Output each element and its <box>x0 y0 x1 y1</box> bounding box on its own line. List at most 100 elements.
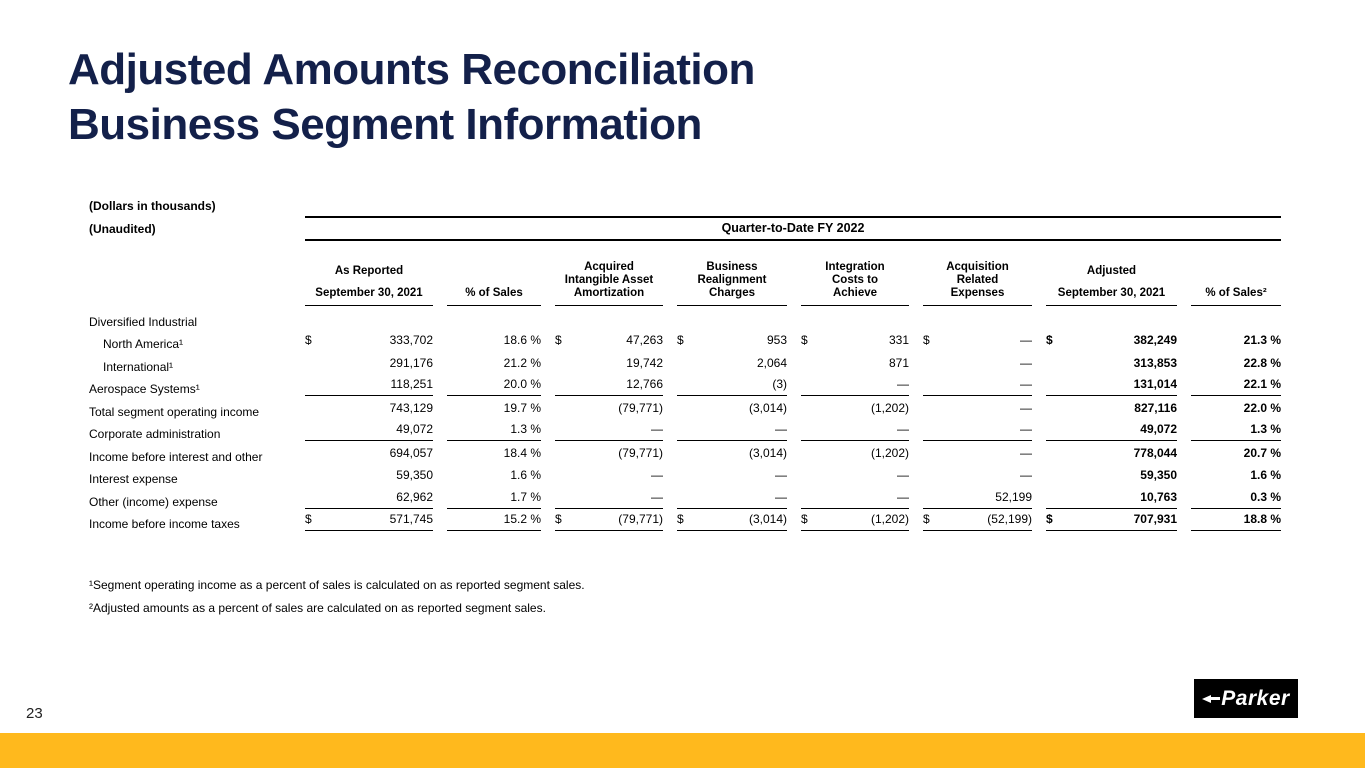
value-cell: $382,249 <box>1032 329 1177 352</box>
period-cell: Quarter-to-Date FY 2022 <box>305 195 1281 241</box>
cell-value: 131,014 <box>1133 377 1177 391</box>
cell-value: — <box>775 468 787 482</box>
cell-value: — <box>1020 355 1032 370</box>
cell-value: 21.3 % <box>1243 333 1281 347</box>
column-header-line: Integration <box>825 261 885 273</box>
currency-symbol: $ <box>555 512 562 526</box>
column-header: Adjusted September 30, 2021 <box>1032 241 1177 306</box>
table-notes: (Dollars in thousands) (Unaudited) <box>89 195 305 241</box>
footnotes: ¹Segment operating income as a percent o… <box>89 574 585 620</box>
value-cell: 20.0 % <box>433 374 541 396</box>
cell-value: 20.7 % <box>1243 445 1281 460</box>
cell-value: 0.3 % <box>1250 489 1281 504</box>
value-cell: 21.2 % <box>433 351 541 374</box>
cell-value: 1.6 % <box>510 468 541 482</box>
cell-value: 22.0 % <box>1243 400 1281 415</box>
value-cell: 118,251 <box>305 374 433 396</box>
cell-value: — <box>775 489 787 504</box>
value-cell <box>541 306 663 329</box>
value-cell: — <box>909 419 1032 441</box>
cell-value: — <box>1020 377 1032 391</box>
value-cell: (3) <box>663 374 787 396</box>
cell-value: — <box>1020 468 1032 482</box>
cell-value: (3,014) <box>748 512 787 526</box>
cell-value: 571,745 <box>389 512 433 526</box>
value-cell: 1.6 % <box>433 464 541 487</box>
cell-value: (3,014) <box>748 445 787 460</box>
value-cell: $ (1,202) <box>787 509 909 531</box>
column-header: Business Realignment Charges <box>663 241 787 306</box>
value-cell: $ — <box>909 329 1032 352</box>
table-row: Diversified Industrial <box>89 306 1281 329</box>
value-cell: $571,745 <box>305 509 433 531</box>
row-label: Income before interest and other <box>89 449 263 464</box>
value-cell: — <box>663 486 787 509</box>
cell-value: 12,766 <box>626 377 663 391</box>
value-cell: 15.2 % <box>433 509 541 531</box>
value-cell <box>433 306 541 329</box>
row-label: Interest expense <box>89 472 178 486</box>
value-cell: 1.3 % <box>1177 419 1281 441</box>
table-row: North America¹ $333,702 18.6 % $47,263 $953 $… <box>89 329 1281 352</box>
cell-value: 2,064 <box>756 355 787 370</box>
row-label: Corporate administration <box>89 427 221 441</box>
cell-value: 778,044 <box>1133 445 1177 460</box>
cell-value: 19.7 % <box>503 400 541 415</box>
cell-value: (3,014) <box>748 400 787 415</box>
cell-value: 59,350 <box>396 468 433 482</box>
value-cell: 22.0 % <box>1177 396 1281 419</box>
cell-value: 743,129 <box>389 400 433 415</box>
table-body: Diversified Industrial North America¹ $333… <box>89 306 1281 531</box>
column-header-line: % of Sales <box>465 287 523 299</box>
currency-symbol: $ <box>305 333 312 347</box>
value-cell: — <box>541 486 663 509</box>
value-cell: — <box>909 396 1032 419</box>
cell-value: (1,202) <box>870 512 909 526</box>
value-cell: 827,116 <box>1032 396 1177 419</box>
value-cell: 19.7 % <box>433 396 541 419</box>
title-line-1: Adjusted Amounts Reconciliation <box>68 45 755 94</box>
cell-value: 52,199 <box>995 489 1032 504</box>
cell-value: 22.1 % <box>1243 377 1281 391</box>
footnote-2: ²Adjusted amounts as a percent of sales … <box>89 601 546 615</box>
value-cell: 59,350 <box>1032 464 1177 487</box>
cell-value: 49,072 <box>396 422 433 436</box>
value-cell: 49,072 <box>1032 419 1177 441</box>
cell-value: 19,742 <box>626 355 663 370</box>
value-cell: — <box>787 464 909 487</box>
table-row: Other (income) expense 62,962 1.7 % — — — 52,1… <box>89 486 1281 509</box>
cell-value: 59,350 <box>1140 468 1177 482</box>
cell-value: — <box>897 489 909 504</box>
value-cell <box>787 306 909 329</box>
value-cell: $333,702 <box>305 329 433 352</box>
value-cell: 49,072 <box>305 419 433 441</box>
value-cell: — <box>909 441 1032 464</box>
value-cell: $953 <box>663 329 787 352</box>
cell-value: — <box>897 422 909 436</box>
currency-symbol: $ <box>1046 512 1053 526</box>
cell-value: 331 <box>888 333 909 347</box>
value-cell: — <box>787 486 909 509</box>
spacer-cell <box>89 241 305 306</box>
cell-value: — <box>651 468 663 482</box>
value-cell: — <box>787 374 909 396</box>
row-label: Other (income) expense <box>89 494 218 509</box>
column-header-line: Amortization <box>573 287 645 299</box>
cell-value: (79,771) <box>618 400 663 415</box>
cell-value: (1,202) <box>870 445 909 460</box>
cell-value: 333,702 <box>389 333 433 347</box>
value-cell: 18.6 % <box>433 329 541 352</box>
value-cell: 18.4 % <box>433 441 541 464</box>
column-header-line: Acquisition <box>946 261 1009 273</box>
reconciliation-table: (Dollars in thousands) (Unaudited) Quart… <box>89 195 1281 531</box>
value-cell: (1,202) <box>787 396 909 419</box>
value-cell: $331 <box>787 329 909 352</box>
value-cell: $ (52,199) <box>909 509 1032 531</box>
currency-symbol: $ <box>923 512 930 526</box>
value-cell: 22.8 % <box>1177 351 1281 374</box>
row-label: Diversified Industrial <box>89 314 198 329</box>
value-cell: 694,057 <box>305 441 433 464</box>
row-label: Aerospace Systems¹ <box>89 382 200 396</box>
cell-value: 49,072 <box>1140 422 1177 436</box>
value-cell: 1.3 % <box>433 419 541 441</box>
